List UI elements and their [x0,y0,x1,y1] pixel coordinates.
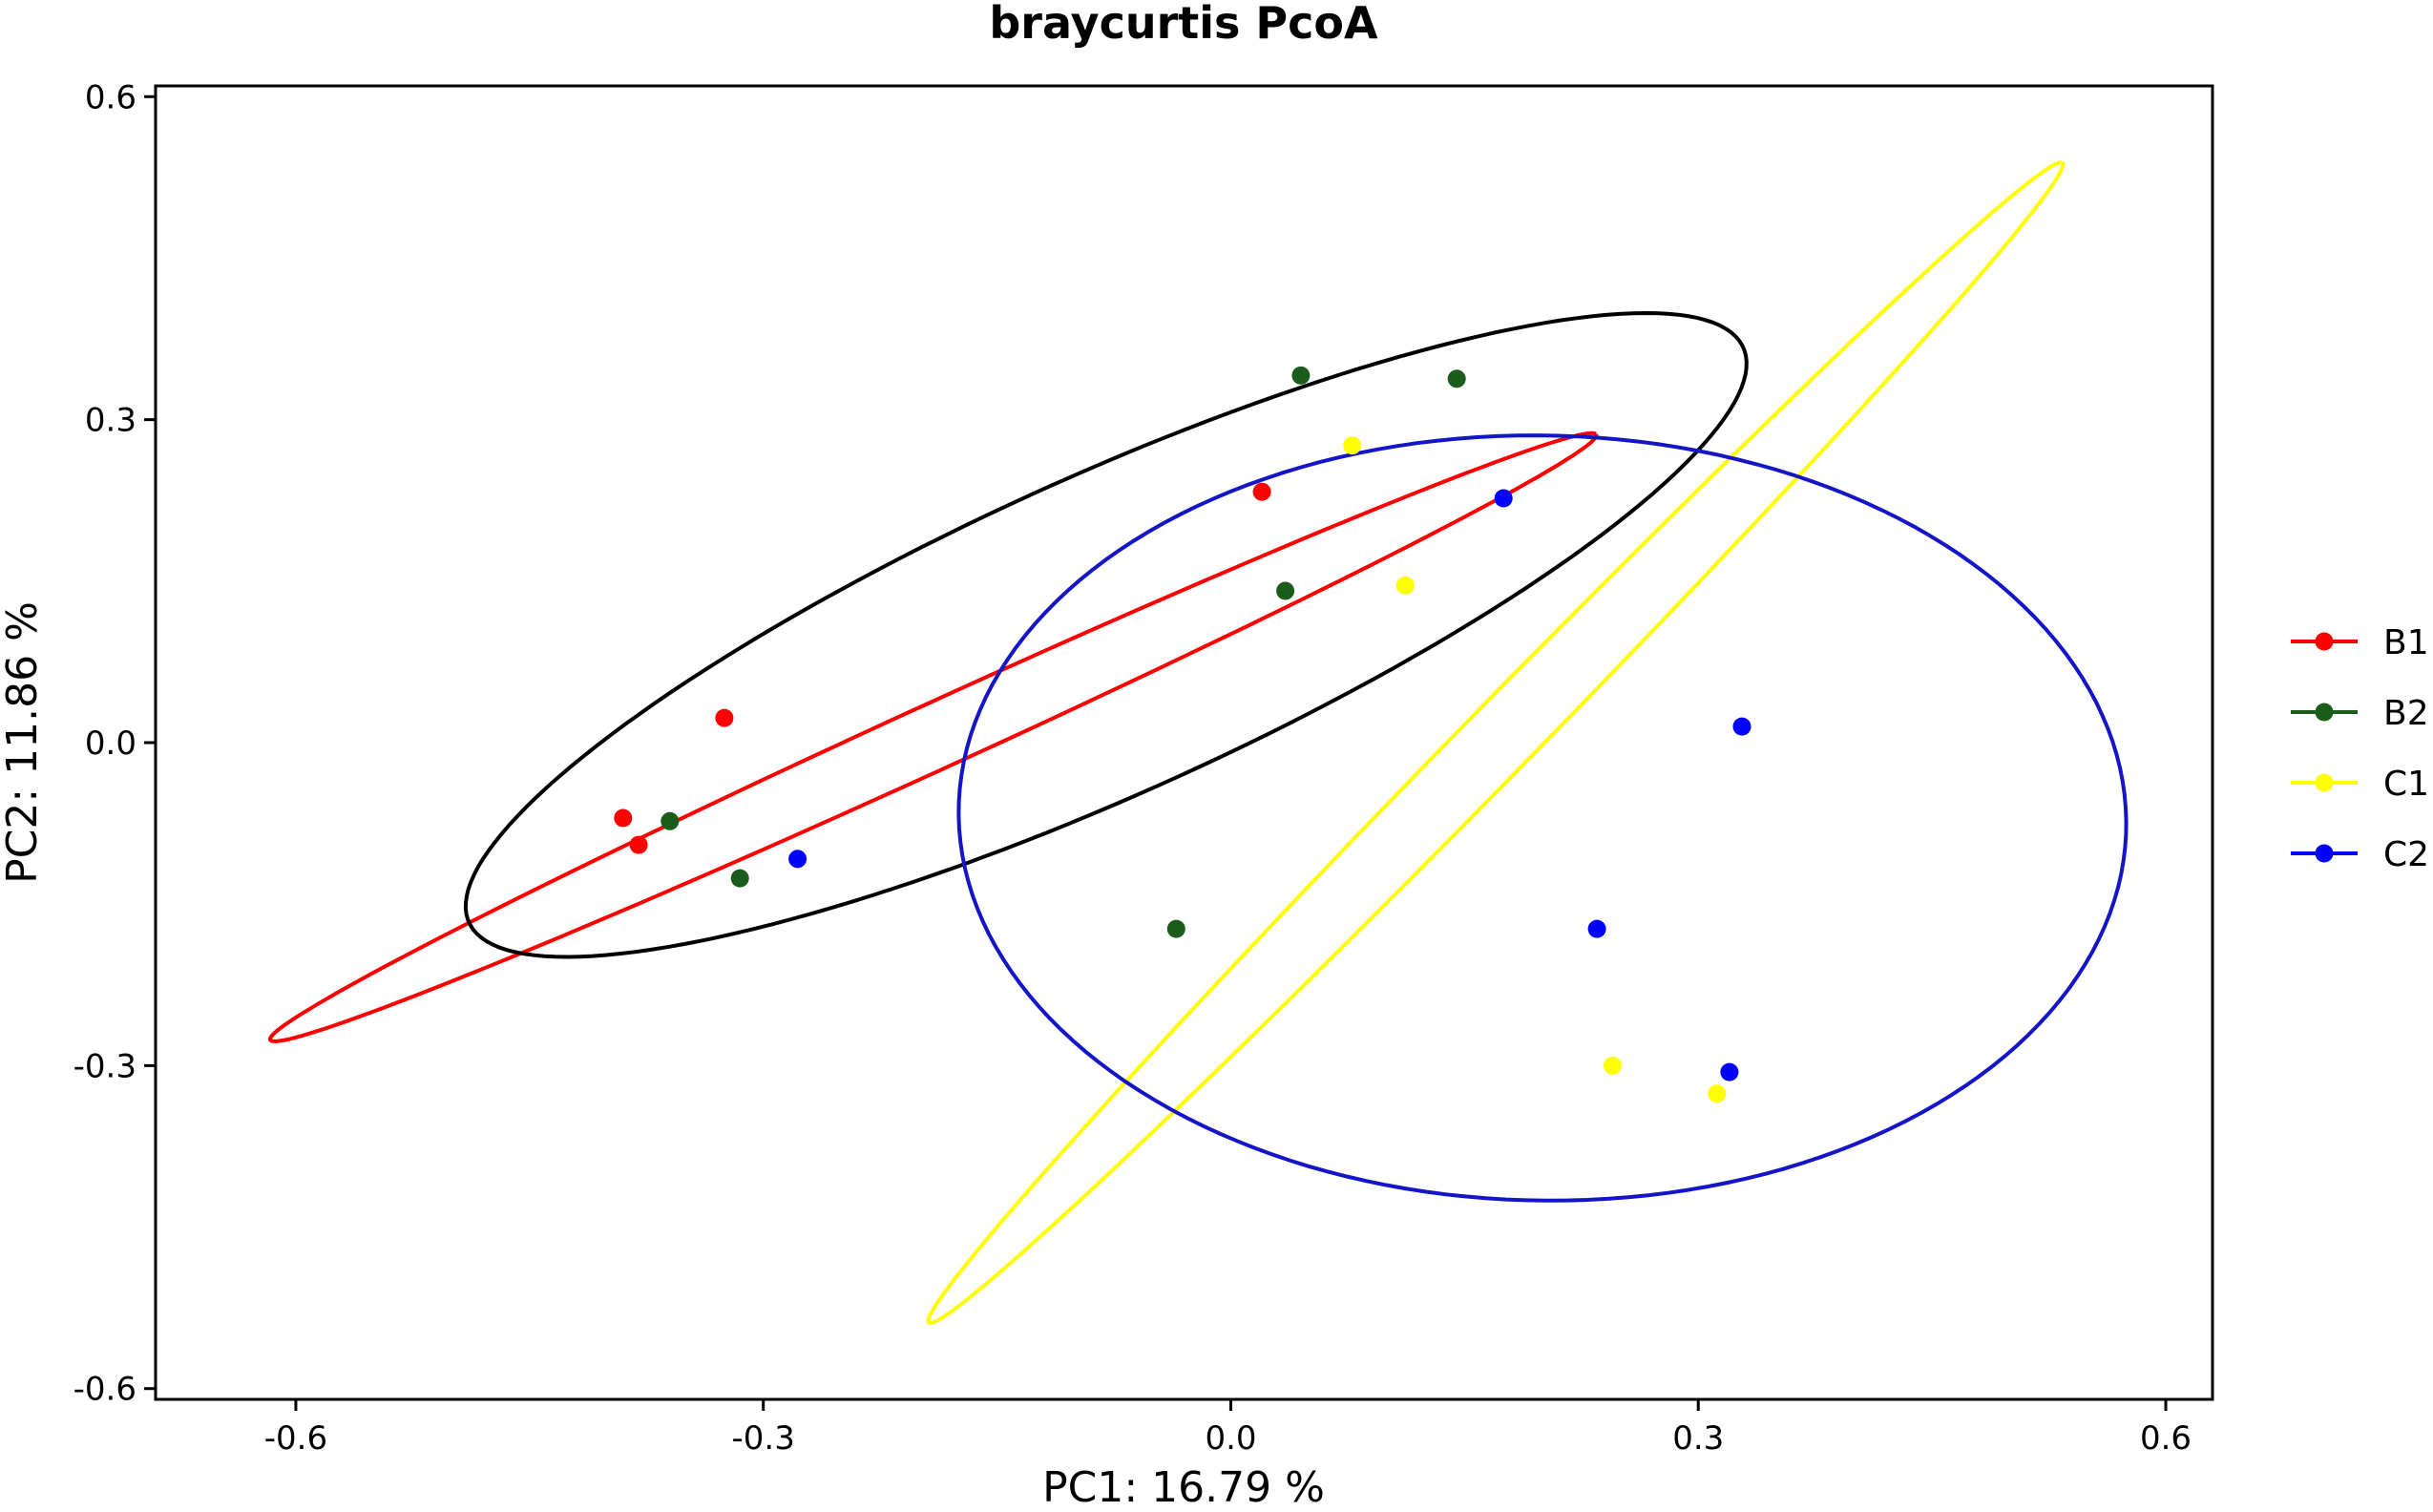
ellipse-c2 [956,433,2129,1203]
ellipse-c1 [926,159,2066,1326]
x-tick-label: 0.0 [1205,1419,1256,1458]
y-tick-label: 0.6 [85,78,136,116]
legend-marker-c2 [2315,844,2334,863]
x-axis-label: PC1: 16.79 % [1042,1463,1325,1512]
point-b2 [661,811,680,830]
point-b1 [715,708,734,727]
legend-label-c1: C1 [2383,765,2429,804]
point-b2 [1276,581,1295,600]
legend-label-c2: C2 [2383,835,2429,874]
point-b1 [614,808,633,828]
legend: B1 B2 C1 C2 [2291,623,2429,874]
plot-frame [154,84,2214,1401]
x-tick-label: 0.3 [1672,1419,1724,1458]
point-b1 [629,835,648,854]
point-c2 [1587,919,1606,938]
legend-marker-b1 [2315,632,2334,651]
point-b2 [1447,369,1466,388]
point-c2 [1720,1062,1739,1082]
x-tick-label: -0.6 [264,1419,327,1458]
point-c2 [1732,717,1751,736]
x-axis: -0.6 -0.3 0.0 0.3 0.6 [264,1399,2192,1458]
point-c1 [1343,436,1362,455]
point-c1 [1604,1056,1622,1075]
y-tick-label: 0.0 [85,724,136,763]
y-tick-label: -0.6 [73,1371,136,1409]
legend-label-b1: B1 [2383,623,2429,662]
y-axis-label: PC2: 11.86 % [0,601,47,884]
point-b2 [730,869,749,888]
point-c1 [1395,576,1415,595]
y-tick-label: -0.3 [73,1047,136,1085]
x-tick-label: -0.3 [732,1419,795,1458]
point-b2 [1166,919,1185,938]
point-c2 [788,850,808,869]
chart-title: braycurtis PcoA [989,0,1378,49]
point-b1 [1252,482,1271,501]
ellipse-b2 [463,310,1749,959]
ellipse-b1 [267,430,1599,1043]
point-c2 [1494,489,1513,508]
legend-marker-c1 [2315,773,2334,792]
point-c1 [1708,1084,1727,1103]
point-b2 [1291,366,1311,385]
x-tick-label: 0.6 [2140,1419,2192,1458]
data-points [614,366,1751,1103]
legend-marker-b2 [2315,703,2334,722]
legend-label-b2: B2 [2383,694,2429,733]
confidence-ellipses [267,159,2129,1326]
y-tick-label: 0.3 [85,402,136,440]
y-axis: -0.6 -0.3 0.0 0.3 0.6 [73,78,156,1409]
